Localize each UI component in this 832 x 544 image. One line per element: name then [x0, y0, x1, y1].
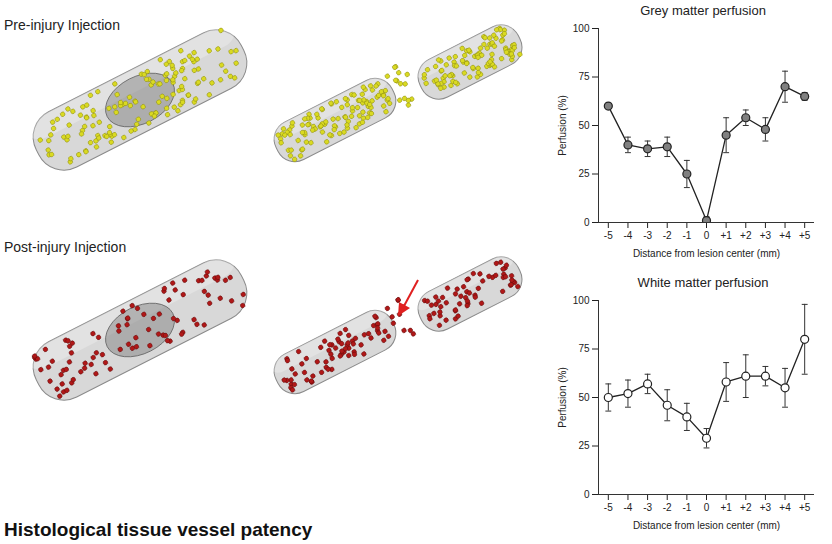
svg-text:75: 75	[578, 71, 590, 82]
svg-text:+1: +1	[720, 230, 732, 241]
svg-text:-5: -5	[604, 230, 613, 241]
svg-text:Pre-injury Injection: Pre-injury Injection	[4, 17, 120, 33]
svg-text:+1: +1	[720, 502, 732, 513]
svg-text:-4: -4	[624, 230, 633, 241]
html-text:Grey matter perfusion: Grey matter perfusion	[640, 3, 766, 18]
svg-text:0: 0	[704, 502, 710, 513]
svg-text:Perfusion (%): Perfusion (%)	[557, 367, 568, 428]
svg-text:0: 0	[584, 489, 590, 500]
svg-text:Distance from lesion center (m: Distance from lesion center (mm)	[633, 520, 780, 531]
svg-text:-1: -1	[682, 502, 691, 513]
svg-text:-2: -2	[663, 502, 672, 513]
svg-text:50: 50	[578, 120, 590, 131]
svg-text:-2: -2	[663, 230, 672, 241]
svg-text:25: 25	[578, 168, 590, 179]
svg-text:-4: -4	[624, 502, 633, 513]
svg-text:+4: +4	[779, 502, 791, 513]
svg-text:100: 100	[573, 23, 590, 34]
svg-text:0: 0	[704, 230, 710, 241]
svg-text:100: 100	[573, 295, 590, 306]
svg-text:75: 75	[578, 343, 590, 354]
html-text:White matter perfusion: White matter perfusion	[637, 275, 769, 290]
svg-text:+5: +5	[799, 502, 811, 513]
svg-text:-1: -1	[682, 230, 691, 241]
svg-text:-3: -3	[643, 230, 652, 241]
svg-text:25: 25	[578, 440, 590, 451]
svg-text:Perfusion (%): Perfusion (%)	[557, 95, 568, 156]
svg-text:+2: +2	[740, 502, 752, 513]
svg-text:Post-injury Injection: Post-injury Injection	[4, 239, 126, 255]
svg-text:-3: -3	[643, 502, 652, 513]
svg-text:Histological tissue vessel pat: Histological tissue vessel patency	[4, 519, 313, 540]
svg-text:-5: -5	[604, 502, 613, 513]
svg-text:Distance from lesion center (m: Distance from lesion center (mm)	[633, 248, 780, 259]
svg-text:0: 0	[584, 217, 590, 228]
svg-text:+2: +2	[740, 230, 752, 241]
svg-text:+5: +5	[799, 230, 811, 241]
svg-text:50: 50	[578, 392, 590, 403]
svg-text:+4: +4	[779, 230, 791, 241]
svg-text:+3: +3	[760, 502, 772, 513]
svg-text:+3: +3	[760, 230, 772, 241]
